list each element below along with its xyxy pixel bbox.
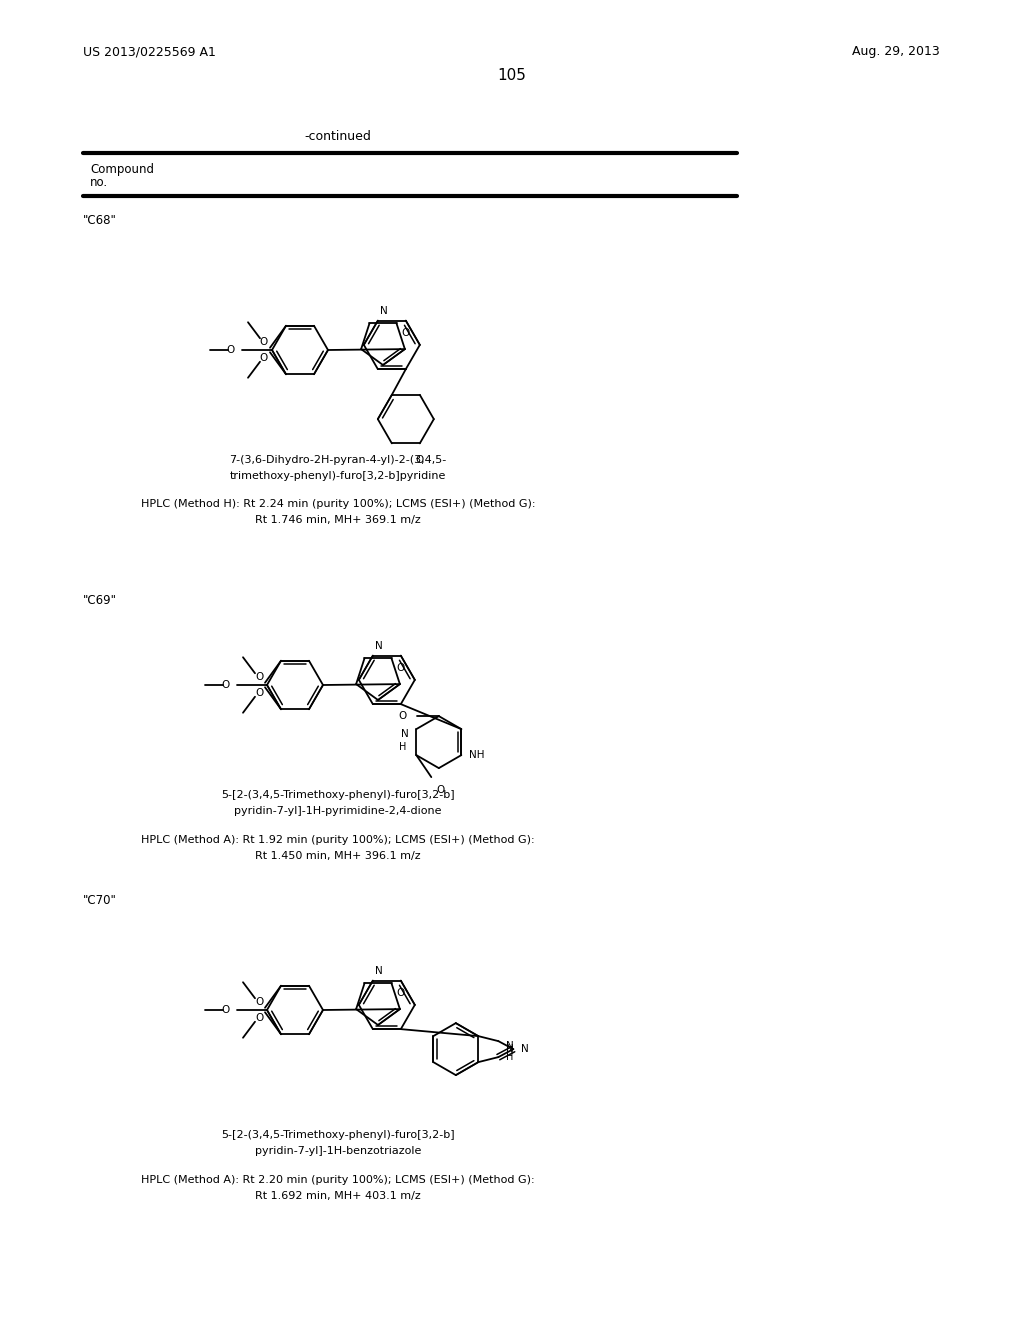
Text: 105: 105 [498,67,526,82]
Text: O: O [255,997,263,1007]
Text: 5-[2-(3,4,5-Trimethoxy-phenyl)-furo[3,2-b]: 5-[2-(3,4,5-Trimethoxy-phenyl)-furo[3,2-… [221,1130,455,1140]
Text: O: O [260,337,268,347]
Text: N: N [400,729,409,739]
Text: O: O [396,989,404,998]
Text: trimethoxy-phenyl)-furo[3,2-b]pyridine: trimethoxy-phenyl)-furo[3,2-b]pyridine [229,471,446,480]
Text: O: O [226,345,234,355]
Text: 7-(3,6-Dihydro-2H-pyran-4-yl)-2-(3,4,5-: 7-(3,6-Dihydro-2H-pyran-4-yl)-2-(3,4,5- [229,455,446,465]
Text: O: O [398,711,407,721]
Text: -continued: -continued [304,131,372,144]
Text: O: O [255,1012,263,1023]
Text: O: O [401,329,410,338]
Text: N: N [375,966,383,975]
Text: 5-[2-(3,4,5-Trimethoxy-phenyl)-furo[3,2-b]: 5-[2-(3,4,5-Trimethoxy-phenyl)-furo[3,2-… [221,789,455,800]
Text: "C69": "C69" [83,594,117,606]
Text: pyridin-7-yl]-1H-pyrimidine-2,4-dione: pyridin-7-yl]-1H-pyrimidine-2,4-dione [234,807,441,816]
Text: O: O [255,688,263,698]
Text: Compound: Compound [90,164,154,177]
Text: US 2013/0225569 A1: US 2013/0225569 A1 [83,45,216,58]
Text: O: O [436,785,444,795]
Text: N: N [375,640,383,651]
Text: O: O [255,672,263,682]
Text: N: N [506,1041,514,1051]
Text: O: O [260,352,268,363]
Text: O: O [222,1005,230,1015]
Text: O: O [222,680,230,690]
Text: Rt 1.450 min, MH+ 396.1 m/z: Rt 1.450 min, MH+ 396.1 m/z [255,851,421,861]
Text: "C70": "C70" [83,894,117,907]
Text: H: H [506,1052,514,1063]
Text: N: N [380,306,387,315]
Text: Rt 1.692 min, MH+ 403.1 m/z: Rt 1.692 min, MH+ 403.1 m/z [255,1191,421,1201]
Text: Rt 1.746 min, MH+ 369.1 m/z: Rt 1.746 min, MH+ 369.1 m/z [255,515,421,525]
Text: O: O [396,664,404,673]
Text: "C68": "C68" [83,214,117,227]
Text: no.: no. [90,177,109,190]
Text: HPLC (Method H): Rt 2.24 min (purity 100%); LCMS (ESI+) (Method G):: HPLC (Method H): Rt 2.24 min (purity 100… [140,499,536,510]
Text: O: O [416,455,424,466]
Text: HPLC (Method A): Rt 1.92 min (purity 100%); LCMS (ESI+) (Method G):: HPLC (Method A): Rt 1.92 min (purity 100… [141,836,535,845]
Text: NH: NH [469,750,484,760]
Text: N: N [521,1044,529,1055]
Text: N: N [506,1044,514,1055]
Text: pyridin-7-yl]-1H-benzotriazole: pyridin-7-yl]-1H-benzotriazole [255,1146,421,1156]
Text: H: H [399,742,407,752]
Text: HPLC (Method A): Rt 2.20 min (purity 100%); LCMS (ESI+) (Method G):: HPLC (Method A): Rt 2.20 min (purity 100… [141,1175,535,1185]
Text: Aug. 29, 2013: Aug. 29, 2013 [852,45,940,58]
